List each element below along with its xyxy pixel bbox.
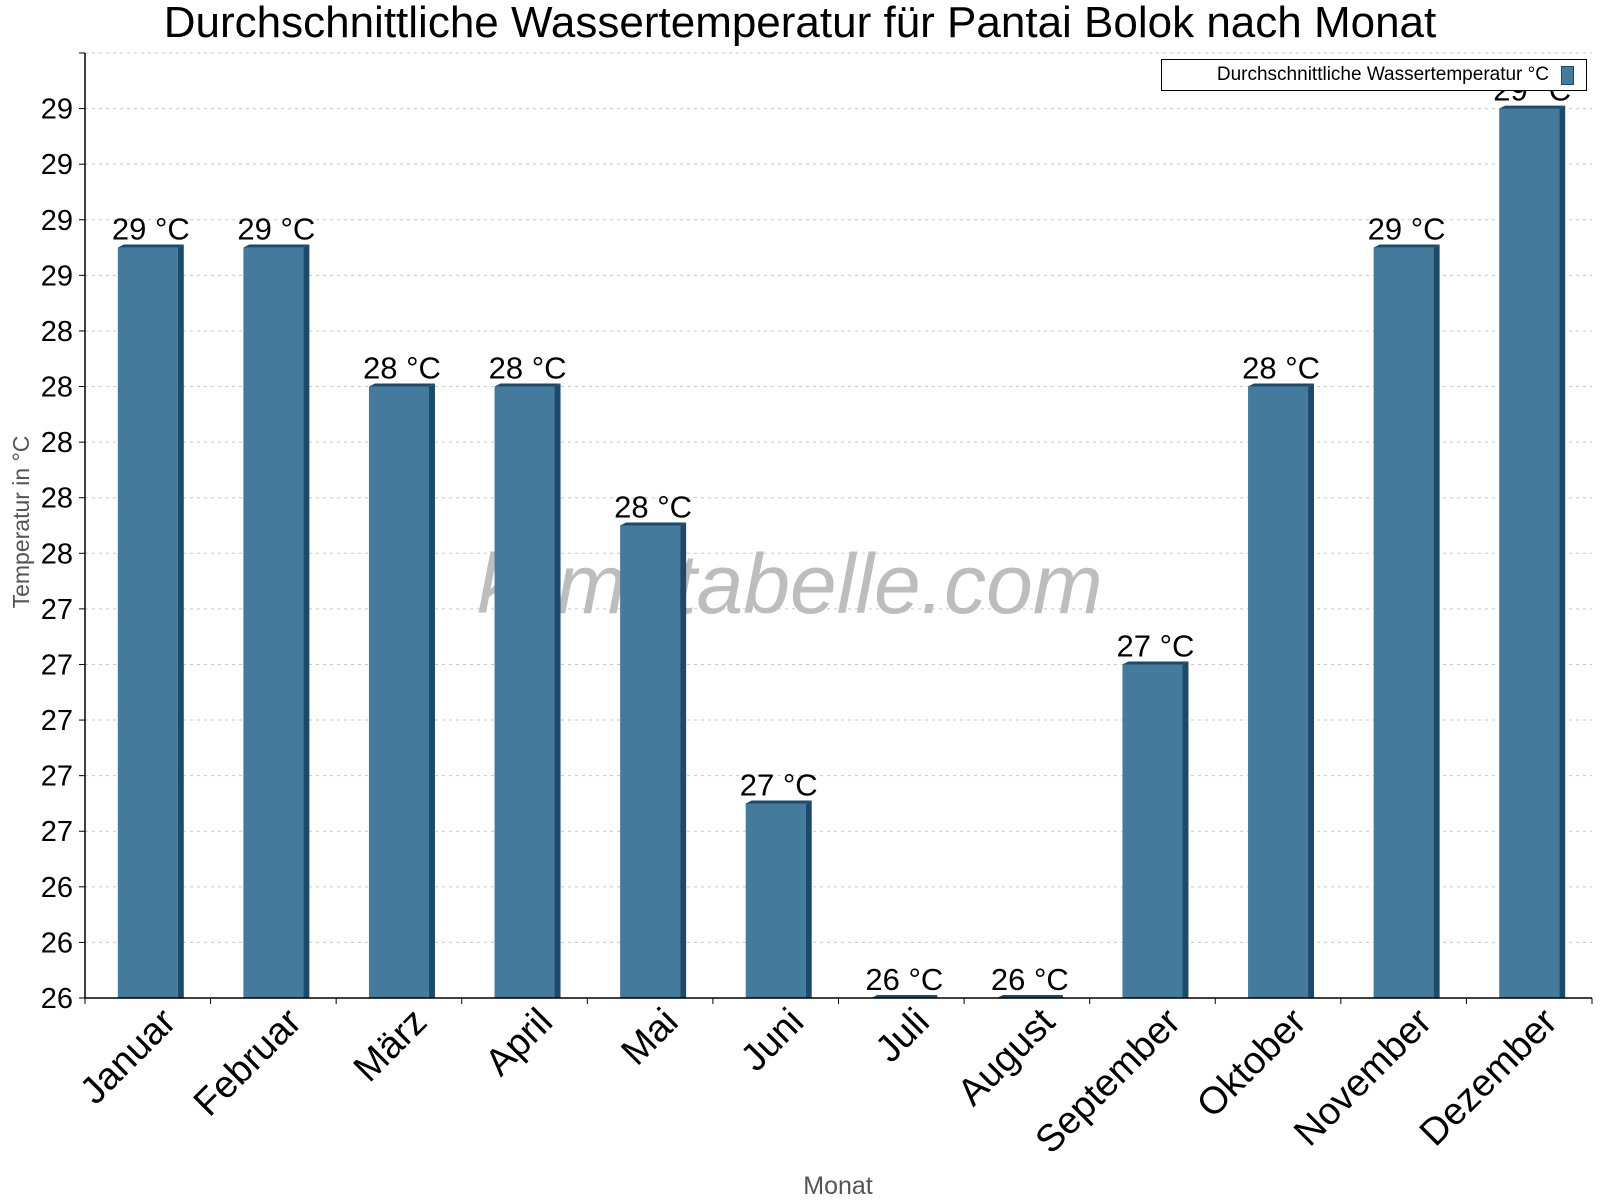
- y-tick-label: 27: [41, 649, 73, 681]
- bar-september: [1122, 661, 1189, 998]
- x-tick-label: Januar: [72, 1000, 184, 1112]
- x-tick-label: Februar: [186, 1000, 310, 1124]
- y-tick-label: 28: [41, 483, 73, 515]
- bar-side: [554, 383, 561, 998]
- x-tick-label: April: [477, 1001, 560, 1084]
- data-label: 29 °C: [237, 212, 315, 247]
- y-tick-label: 27: [41, 816, 73, 848]
- bar-front: [745, 803, 806, 998]
- bar-front: [1499, 108, 1560, 998]
- x-tick-label: März: [346, 1001, 435, 1090]
- bar-top: [620, 522, 687, 526]
- data-label: 27 °C: [1117, 628, 1195, 663]
- x-tick-label: Mai: [613, 1001, 686, 1074]
- bar-top: [1248, 383, 1315, 387]
- y-tick-label: 28: [41, 427, 73, 459]
- y-tick-label: 29: [41, 260, 73, 292]
- bars: [117, 105, 1566, 998]
- y-tick-label: 29: [41, 205, 73, 237]
- bar-front: [368, 386, 429, 998]
- data-label: 28 °C: [489, 351, 567, 386]
- bar-oktober: [1248, 383, 1315, 998]
- bar-mai: [620, 522, 687, 998]
- bar-front: [620, 525, 681, 998]
- y-tick-labels: 26 26 26 27 27 27 27 27 28 28 28 28 28 29 29 29 29: [41, 94, 73, 1015]
- y-tick-label: 27: [41, 705, 73, 737]
- bar-side: [1182, 661, 1189, 998]
- x-tick-label: Oktober: [1189, 1000, 1315, 1126]
- data-label: 26 °C: [991, 962, 1069, 997]
- data-label: 27 °C: [740, 767, 818, 802]
- x-tick-label: Juni: [733, 1001, 812, 1080]
- bar-dezember: [1499, 105, 1566, 998]
- bar-top: [494, 383, 561, 387]
- y-tick-label: 26: [41, 983, 73, 1015]
- data-label: 28 °C: [363, 351, 441, 386]
- data-label: 28 °C: [1242, 351, 1320, 386]
- bar-januar: [117, 244, 184, 998]
- bar-top: [1122, 661, 1189, 665]
- y-tick-label: 29: [41, 149, 73, 181]
- bar-top: [368, 383, 435, 387]
- bar-front: [243, 247, 304, 998]
- bar-side: [1433, 244, 1440, 998]
- data-label: 28 °C: [614, 490, 692, 525]
- bar-front: [1122, 664, 1183, 998]
- bar-side: [177, 244, 184, 998]
- bar-juni: [745, 800, 812, 998]
- legend-label: Durchschnittliche Wassertemperatur °C: [1216, 64, 1549, 85]
- legend: Durchschnittliche Wassertemperatur °C: [1161, 59, 1587, 91]
- bar-märz: [368, 383, 435, 998]
- x-tick-label: November: [1286, 1000, 1440, 1154]
- bar-side: [805, 800, 812, 998]
- bar-front: [1373, 247, 1434, 998]
- bar-top: [1499, 105, 1566, 109]
- x-axis-label: Monat: [803, 1172, 873, 1200]
- y-tick-label: 27: [41, 594, 73, 626]
- x-tick-label: Dezember: [1412, 1000, 1566, 1154]
- bar-front: [494, 386, 555, 998]
- y-axis-label: Temperatur in °C: [8, 436, 34, 609]
- x-tick-labels: Januar Februar März April Mai Juni Juli AugustS…: [72, 1000, 1566, 1161]
- y-tick-label: 27: [41, 761, 73, 793]
- bar-side: [1308, 383, 1315, 998]
- bar-november: [1373, 244, 1440, 998]
- bar-top: [745, 800, 812, 804]
- y-tick-label: 28: [41, 538, 73, 570]
- chart-title: Durchschnittliche Wassertemperatur für P…: [163, 0, 1437, 47]
- x-tick-label: August: [950, 1000, 1064, 1114]
- data-label: 29 °C: [112, 212, 190, 247]
- bar-top: [243, 244, 310, 248]
- bar-top: [1373, 244, 1440, 248]
- data-label: 26 °C: [865, 962, 943, 997]
- axes: [79, 52, 1593, 1004]
- bar-side: [303, 244, 310, 998]
- y-tick-label: 29: [41, 94, 73, 126]
- bar-februar: [243, 244, 310, 998]
- x-tick-label: Juli: [868, 1001, 938, 1071]
- bar-top: [117, 244, 184, 248]
- bar-april: [494, 383, 561, 998]
- bar-front: [1248, 386, 1309, 998]
- y-tick-label: 28: [41, 316, 73, 348]
- bar-side: [680, 522, 687, 998]
- data-label: 29 °C: [1368, 212, 1446, 247]
- bar-side: [1559, 105, 1566, 998]
- y-tick-label: 26: [41, 872, 73, 904]
- y-tick-label: 28: [41, 372, 73, 404]
- bar-side: [428, 383, 435, 998]
- gridlines: [85, 52, 1592, 999]
- y-tick-label: 26: [41, 927, 73, 959]
- watermark: klimatabelle.com: [477, 537, 1103, 631]
- bar-front: [117, 247, 178, 998]
- legend-swatch: [1561, 65, 1574, 85]
- data-labels: 29 °C 29 °C 28 °C 28 °C 28 °C 27 °C 26 °C 26 °C…: [112, 73, 1571, 997]
